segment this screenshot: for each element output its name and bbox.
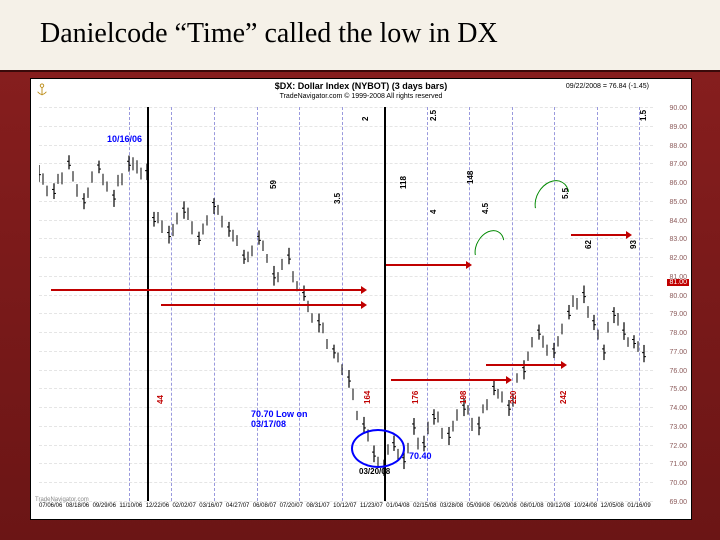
vertical-number: 198 — [459, 391, 468, 404]
x-tick: 11/10/06 — [119, 503, 142, 515]
x-tick: 01/04/08 — [386, 503, 409, 515]
x-tick: 12/22/06 — [146, 503, 169, 515]
vertical-number: 2 — [361, 117, 370, 121]
y-tick: 84.00 — [669, 218, 687, 225]
y-tick: 89.00 — [669, 124, 687, 131]
y-tick: 72.00 — [669, 443, 687, 450]
red-arrow — [571, 234, 626, 236]
red-arrow — [386, 264, 466, 266]
y-axis: 90.0089.0088.0087.0086.0085.0084.0083.00… — [657, 109, 689, 489]
x-tick: 07/20/07 — [280, 503, 303, 515]
x-tick: 12/05/08 — [601, 503, 624, 515]
y-tick: 70.00 — [669, 480, 687, 487]
h-gridline — [39, 501, 653, 502]
y-tick: 74.00 — [669, 405, 687, 412]
slide: Danielcode “Time” called the low in DX $… — [0, 0, 720, 540]
x-tick: 02/02/07 — [172, 503, 195, 515]
x-tick: 08/01/08 — [520, 503, 543, 515]
vertical-number: 4.5 — [481, 203, 490, 214]
vertical-number: 220 — [509, 391, 518, 404]
chart-date-value: 09/22/2008 = 76.84 (-1.45) — [566, 83, 649, 90]
x-tick: 04/27/07 — [226, 503, 249, 515]
y-tick: 76.00 — [669, 368, 687, 375]
slide-title: Danielcode “Time” called the low in DX — [40, 18, 498, 50]
price-highlight: 81.00 — [667, 279, 689, 286]
y-tick: 87.00 — [669, 161, 687, 168]
vertical-number: 1.5 — [639, 110, 648, 121]
x-tick: 08/18/06 — [66, 503, 89, 515]
vertical-number: 176 — [411, 391, 420, 404]
red-arrow — [161, 304, 361, 306]
y-tick: 86.00 — [669, 180, 687, 187]
vertical-marker-1 — [147, 107, 149, 501]
vertical-number: 148 — [466, 171, 475, 184]
y-tick: 77.00 — [669, 349, 687, 356]
x-tick: 06/20/08 — [493, 503, 516, 515]
y-tick: 73.00 — [669, 424, 687, 431]
x-tick: 10/24/08 — [574, 503, 597, 515]
y-tick: 69.00 — [669, 499, 687, 506]
x-tick: 01/16/09 — [627, 503, 650, 515]
x-tick: 06/08/07 — [253, 503, 276, 515]
red-arrow — [486, 364, 561, 366]
y-tick: 80.00 — [669, 293, 687, 300]
vertical-number: 62 — [584, 240, 593, 249]
vertical-number: 164 — [363, 391, 372, 404]
red-arrow — [51, 289, 361, 291]
y-tick: 90.00 — [669, 105, 687, 112]
x-tick: 05/09/08 — [467, 503, 490, 515]
annotation: 70.40 — [409, 451, 432, 461]
y-tick: 78.00 — [669, 330, 687, 337]
x-tick: 09/12/08 — [547, 503, 570, 515]
vertical-number: 2.5 — [429, 110, 438, 121]
x-axis: 07/06/06 08/18/06 09/29/0611/10/06 12/22/06… — [39, 503, 651, 515]
chart-copyright: TradeNavigator.com © 1999-2008 All right… — [31, 93, 691, 100]
y-tick: 82.00 — [669, 255, 687, 262]
vertical-number: 3.5 — [333, 193, 342, 204]
x-tick: 03/28/08 — [440, 503, 463, 515]
y-tick: 79.00 — [669, 311, 687, 318]
vertical-number: 118 — [399, 176, 408, 189]
annotation: 10/16/06 — [107, 134, 142, 144]
red-arrow — [391, 379, 506, 381]
x-tick: 11/23/07 — [360, 503, 383, 515]
y-tick: 88.00 — [669, 143, 687, 150]
x-tick: 09/29/06 — [93, 503, 116, 515]
annotation: 03/20/08 — [359, 467, 390, 476]
y-tick: 75.00 — [669, 386, 687, 393]
vertical-number: 5.5 — [561, 188, 570, 199]
y-tick: 71.00 — [669, 461, 687, 468]
low-circle — [351, 429, 405, 468]
x-tick: 07/06/06 — [39, 503, 62, 515]
vertical-number: 59 — [269, 180, 278, 189]
x-tick: 03/16/07 — [199, 503, 222, 515]
y-tick: 85.00 — [669, 199, 687, 206]
x-tick: 08/31/07 — [306, 503, 329, 515]
x-tick: 10/12/07 — [333, 503, 356, 515]
chart-container: $DX: Dollar Index (NYBOT) (3 days bars) … — [30, 78, 692, 520]
vertical-number: 44 — [156, 395, 165, 404]
annotation: 70.70 Low on03/17/08 — [251, 409, 308, 429]
y-tick: 83.00 — [669, 236, 687, 243]
vertical-number: 93 — [629, 240, 638, 249]
vertical-number: 242 — [559, 391, 568, 404]
x-tick: 02/15/08 — [413, 503, 436, 515]
vertical-number: 4 — [429, 210, 438, 214]
